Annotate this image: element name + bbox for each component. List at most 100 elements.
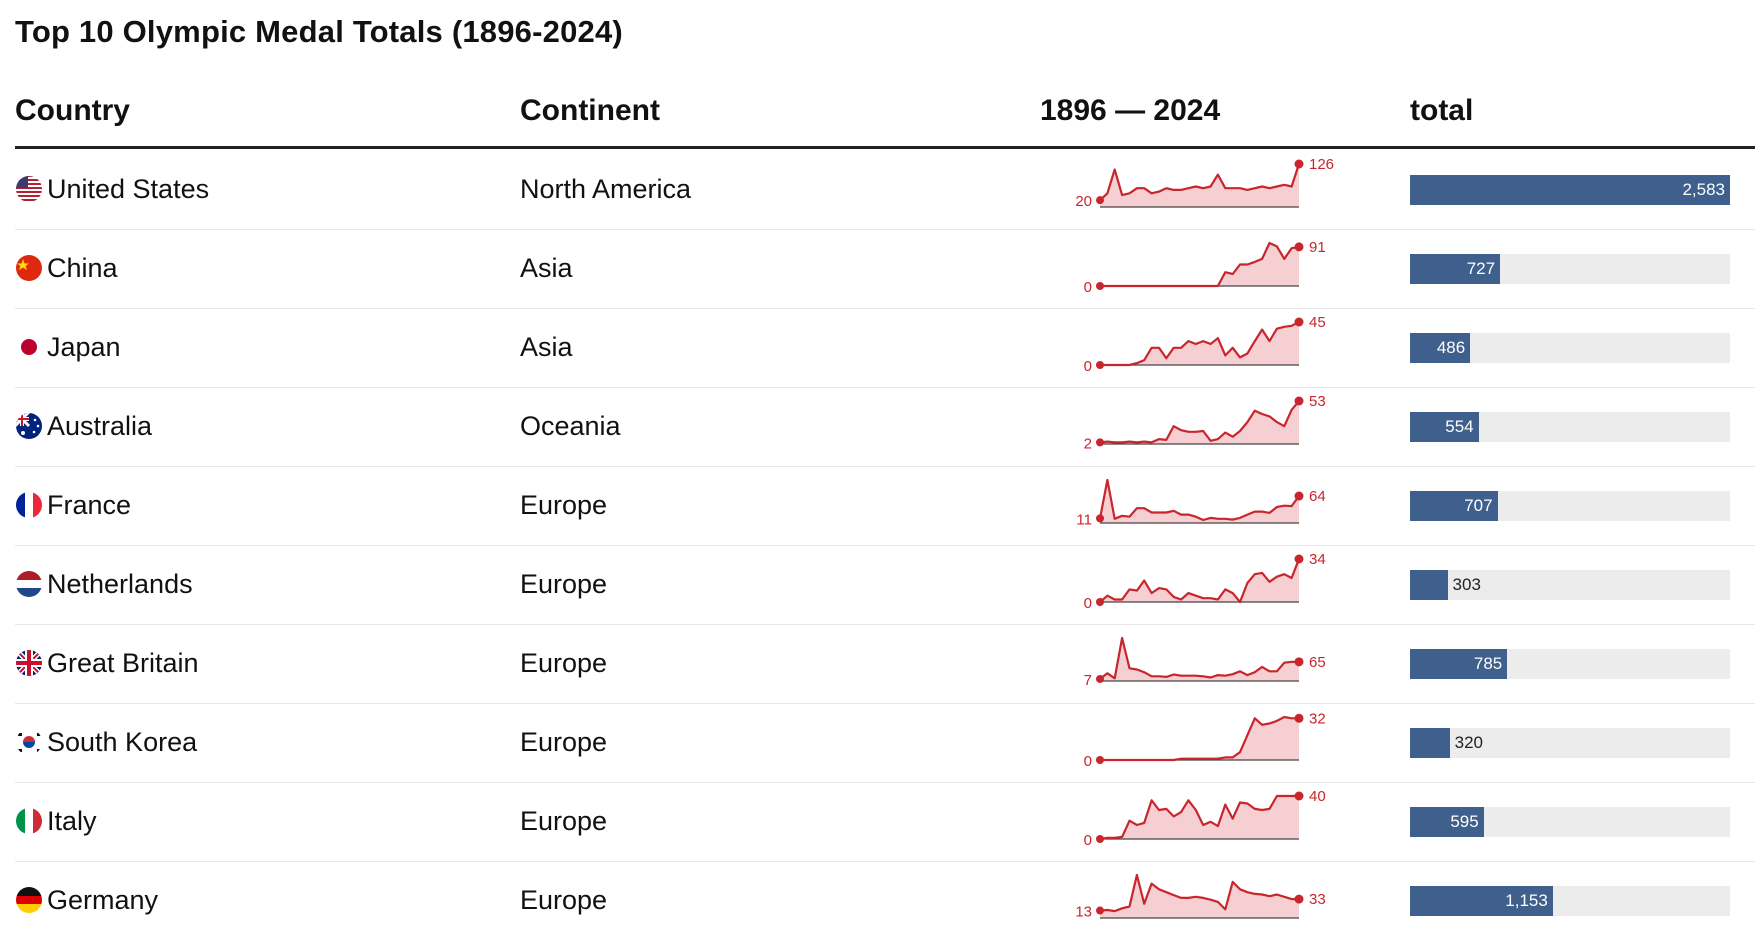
country-name: Netherlands bbox=[47, 569, 193, 599]
total-bar-track: 1,153 bbox=[1410, 886, 1730, 916]
country-name: Great Britain bbox=[47, 648, 199, 678]
total-value: 486 bbox=[1436, 338, 1466, 357]
total-bar bbox=[1410, 333, 1471, 363]
sparkline-line bbox=[1099, 400, 1300, 444]
sparkline-first-label: 0 bbox=[1084, 279, 1092, 296]
italy-flag-icon bbox=[15, 807, 43, 835]
sparkline-start-point bbox=[1096, 196, 1104, 205]
sparkline-first-label: 0 bbox=[1084, 358, 1092, 375]
sparkline-first-label: 0 bbox=[1084, 753, 1092, 770]
sparkline-end-point bbox=[1294, 791, 1304, 801]
header-divider bbox=[15, 146, 1755, 149]
sparkline-line bbox=[1099, 794, 1299, 841]
table-row[interactable]: Italy Europe 0 40 595 bbox=[15, 782, 1755, 862]
total-bar bbox=[1410, 491, 1498, 521]
sparkline-start-point bbox=[1096, 906, 1104, 915]
table-row[interactable]: United States North America 20 126 2,583 bbox=[15, 150, 1755, 230]
table-row[interactable]: Japan Asia 0 45 486 bbox=[15, 308, 1755, 388]
sparkline: 13 33 bbox=[1075, 873, 1326, 921]
france-flag-icon bbox=[15, 491, 43, 519]
table-row[interactable]: France Europe 11 64 707 bbox=[15, 466, 1755, 546]
continent-name: Europe bbox=[520, 727, 608, 757]
total-bar bbox=[1410, 254, 1501, 284]
total-bar bbox=[1410, 886, 1553, 916]
table-row[interactable]: Netherlands Europe 0 34 303 bbox=[15, 545, 1755, 625]
total-bar-track: 303 bbox=[1410, 570, 1730, 600]
total-bar bbox=[1410, 728, 1450, 758]
country-name: Japan bbox=[47, 332, 121, 362]
sparkline-area bbox=[1100, 243, 1299, 286]
country-name: South Korea bbox=[47, 727, 198, 757]
sparkline-end-point bbox=[1294, 317, 1304, 327]
sparkline-first-label: 13 bbox=[1075, 904, 1092, 921]
total-value: 707 bbox=[1464, 496, 1493, 515]
header-total[interactable]: total bbox=[1410, 94, 1474, 127]
uk-flag-icon bbox=[15, 649, 43, 677]
total-value: 303 bbox=[1452, 575, 1481, 594]
continent-name: Asia bbox=[520, 332, 573, 362]
china-flag-icon bbox=[15, 254, 43, 282]
sparkline-line bbox=[1099, 163, 1301, 202]
header-trend[interactable]: 1896 — 2024 bbox=[1040, 94, 1221, 127]
sparkline-area bbox=[1100, 401, 1299, 444]
total-value: 1,153 bbox=[1505, 891, 1548, 910]
table-row[interactable]: South Korea Europe 0 32 320 bbox=[15, 703, 1755, 783]
sparkline-first-label: 11 bbox=[1076, 511, 1092, 528]
total-bar bbox=[1410, 570, 1448, 600]
sparkline-area bbox=[1100, 875, 1299, 918]
table-row[interactable]: China Asia 0 91 727 bbox=[15, 229, 1755, 309]
continent-name: Europe bbox=[520, 885, 608, 915]
total-bar-track: 2,583 bbox=[1410, 175, 1730, 205]
sparkline-last-label: 65 bbox=[1309, 654, 1326, 671]
total-bar-track: 707 bbox=[1410, 491, 1730, 521]
header-continent[interactable]: Continent bbox=[520, 94, 660, 127]
continent-name: Europe bbox=[520, 648, 608, 678]
total-bar bbox=[1410, 649, 1508, 679]
continent-name: Europe bbox=[520, 806, 608, 836]
germany-flag-icon bbox=[15, 886, 43, 914]
total-value: 554 bbox=[1445, 417, 1474, 436]
country-name: Germany bbox=[47, 885, 159, 915]
country-name: Italy bbox=[47, 806, 97, 836]
total-bar-track: 320 bbox=[1410, 728, 1730, 758]
sparkline-line bbox=[1099, 636, 1299, 680]
continent-name: Asia bbox=[520, 253, 573, 283]
continent-name: North America bbox=[520, 174, 692, 204]
sparkline-last-label: 34 bbox=[1309, 551, 1326, 568]
sparkline-last-label: 40 bbox=[1309, 788, 1326, 805]
sparkline: 2 53 bbox=[1084, 393, 1326, 452]
sparkline-start-point bbox=[1096, 514, 1104, 523]
sparkline-end-point bbox=[1294, 657, 1304, 667]
sparkline-last-label: 45 bbox=[1309, 314, 1326, 331]
total-bar-track: 554 bbox=[1410, 412, 1730, 442]
sparkline: 7 65 bbox=[1084, 636, 1326, 689]
total-bar bbox=[1410, 412, 1479, 442]
table-row[interactable]: Great Britain Europe 7 65 785 bbox=[15, 624, 1755, 704]
header-country[interactable]: Country bbox=[15, 94, 130, 127]
sparkline-end-point bbox=[1294, 242, 1304, 252]
netherlands-flag-icon bbox=[15, 570, 43, 598]
sparkline-first-label: 20 bbox=[1075, 193, 1092, 210]
continent-name: Oceania bbox=[520, 411, 621, 441]
sparkline-end-point bbox=[1294, 894, 1304, 904]
total-bar bbox=[1410, 175, 1730, 205]
australia-flag-icon bbox=[15, 412, 43, 440]
sparkline-start-point bbox=[1096, 598, 1104, 606]
total-bar-track: 785 bbox=[1410, 649, 1730, 679]
country-name: China bbox=[47, 253, 118, 283]
sparkline: 11 64 bbox=[1076, 478, 1326, 528]
table-row[interactable]: Germany Europe 13 33 1,153 bbox=[15, 861, 1755, 940]
sparkline-last-label: 32 bbox=[1309, 710, 1326, 727]
sparkline-area bbox=[1100, 638, 1299, 681]
sparkline-first-label: 0 bbox=[1084, 832, 1092, 849]
table-row[interactable]: Australia Oceania 2 53 554 bbox=[15, 387, 1755, 467]
sparkline: 0 32 bbox=[1084, 710, 1326, 770]
sparkline-first-label: 2 bbox=[1084, 435, 1092, 452]
sparkline-line bbox=[1100, 321, 1300, 367]
sparkline-line bbox=[1100, 241, 1300, 288]
total-value: 595 bbox=[1450, 812, 1479, 831]
sparkline-line bbox=[1098, 478, 1300, 522]
sparkline-last-label: 53 bbox=[1309, 393, 1326, 410]
sparkline: 0 34 bbox=[1084, 551, 1326, 612]
